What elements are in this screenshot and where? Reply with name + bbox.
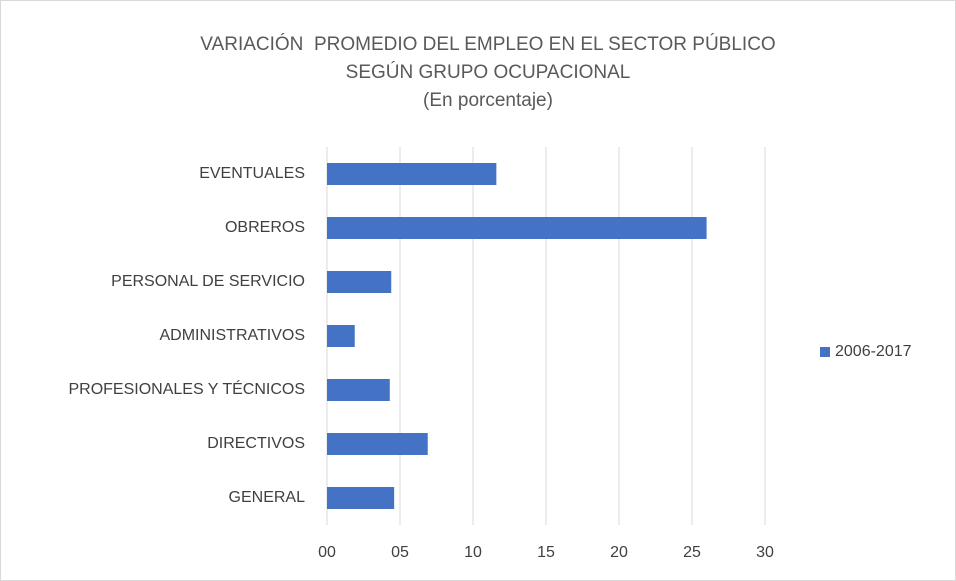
y-tick-label: ADMINISTRATIVOS <box>160 327 306 344</box>
bar <box>327 487 395 509</box>
x-tick-label: 05 <box>391 544 409 561</box>
chart-title: VARIACIÓN PROMEDIO DEL EMPLEO EN EL SECT… <box>200 33 775 55</box>
x-tick-label: 15 <box>537 544 555 561</box>
y-tick-label: GENERAL <box>229 489 306 506</box>
legend-label: 2006-2017 <box>835 343 912 360</box>
legend-swatch <box>820 347 830 357</box>
y-tick-label: DIRECTIVOS <box>207 435 305 452</box>
x-tick-label: 25 <box>683 544 701 561</box>
chart-title: SEGÚN GRUPO OCUPACIONAL <box>346 61 631 83</box>
x-tick-label: 20 <box>610 544 628 561</box>
bar <box>327 433 428 455</box>
bar <box>327 163 497 185</box>
y-tick-label: OBREROS <box>225 219 305 236</box>
y-tick-label: PERSONAL DE SERVICIO <box>111 273 305 290</box>
x-tick-label: 30 <box>756 544 774 561</box>
chart-subtitle: (En porcentaje) <box>423 90 553 111</box>
bar <box>327 325 355 347</box>
x-tick-label: 10 <box>464 544 482 561</box>
y-tick-label: EVENTUALES <box>199 165 305 182</box>
bar <box>327 379 390 401</box>
y-tick-label: PROFESIONALES Y TÉCNICOS <box>68 379 305 398</box>
x-tick-label: 00 <box>318 544 336 561</box>
bar <box>327 217 707 239</box>
bar <box>327 271 392 293</box>
